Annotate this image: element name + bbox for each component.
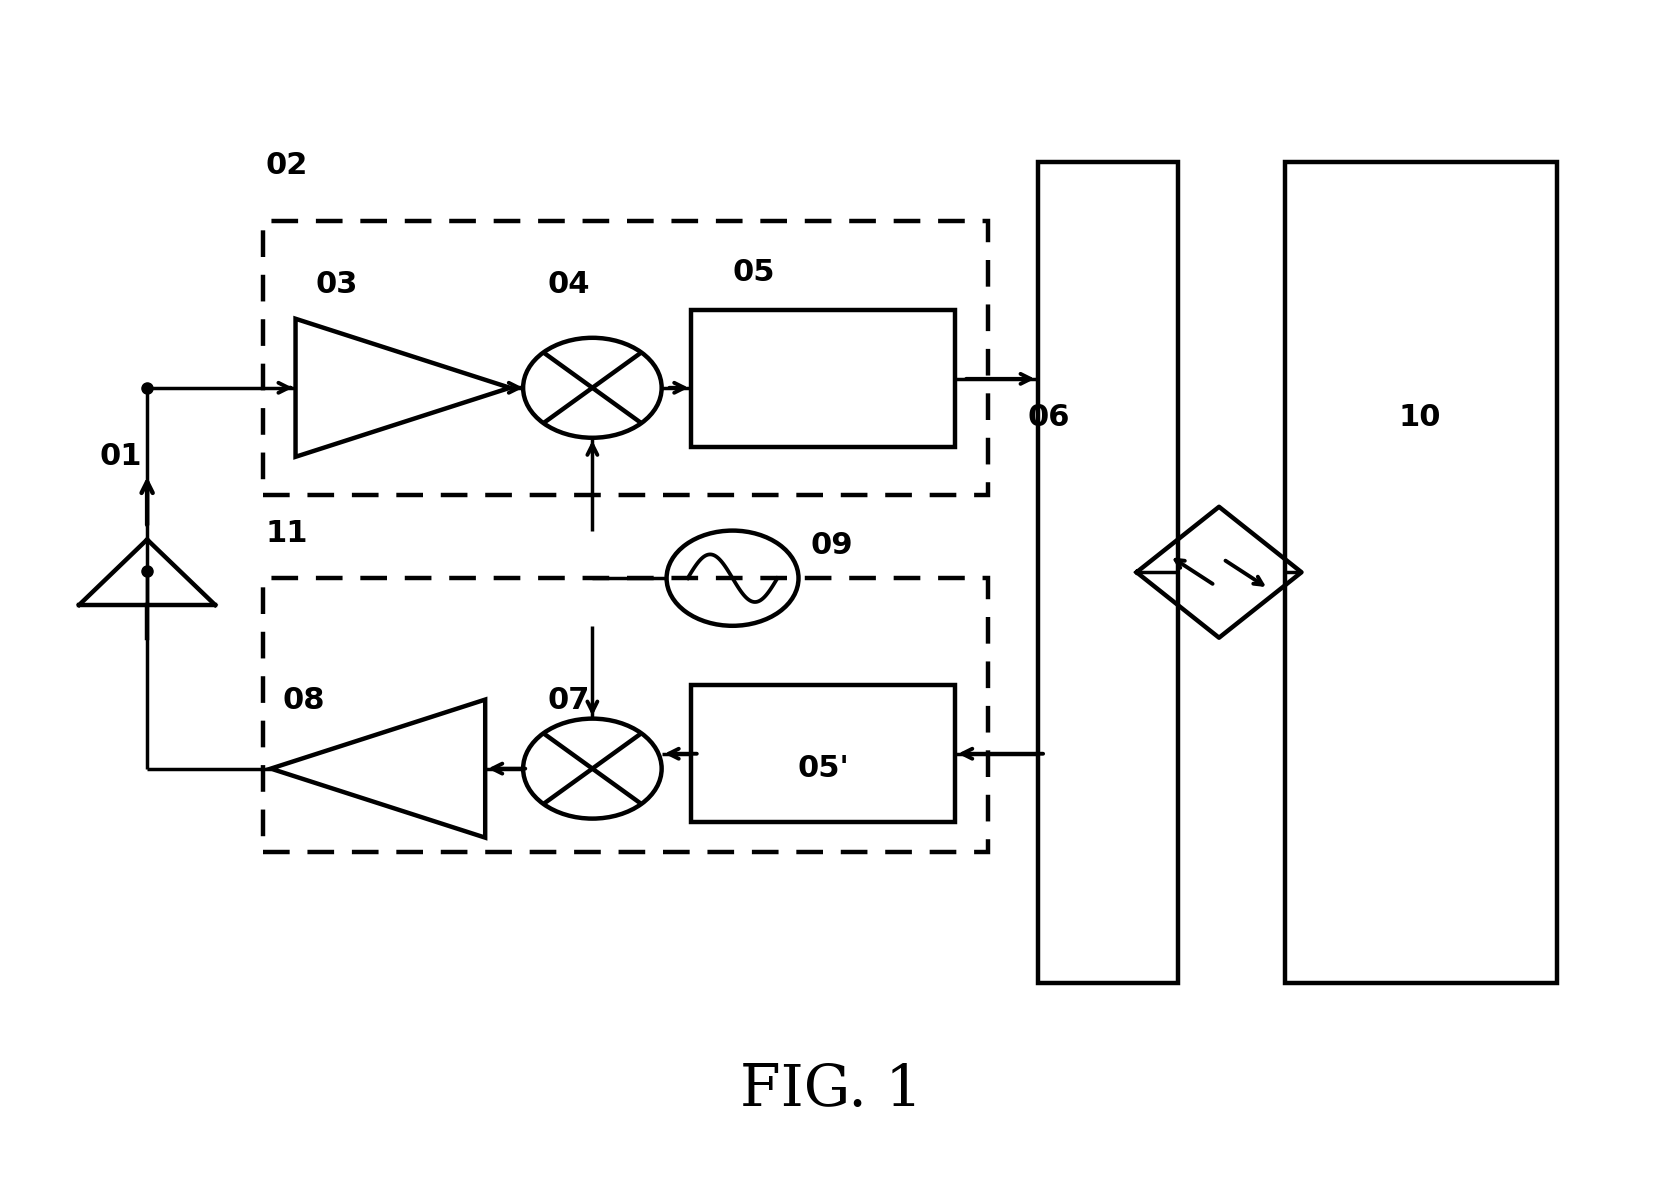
- Text: 11: 11: [266, 519, 308, 549]
- Bar: [263, 222, 988, 495]
- Text: 06: 06: [1028, 403, 1071, 432]
- Bar: [692, 311, 955, 447]
- Text: 09: 09: [810, 531, 853, 560]
- Bar: [263, 578, 988, 852]
- Text: 05': 05': [797, 754, 850, 783]
- Text: 03: 03: [316, 270, 358, 299]
- Text: 05: 05: [733, 258, 775, 287]
- Bar: [1038, 161, 1177, 982]
- Bar: [1285, 161, 1557, 982]
- Text: 01: 01: [100, 442, 141, 471]
- Text: 07: 07: [547, 686, 590, 715]
- Text: 04: 04: [547, 270, 590, 299]
- Bar: [692, 685, 955, 822]
- Text: 10: 10: [1399, 403, 1442, 432]
- Text: FIG. 1: FIG. 1: [740, 1062, 923, 1119]
- Text: 08: 08: [283, 686, 324, 715]
- Text: 02: 02: [266, 150, 308, 179]
